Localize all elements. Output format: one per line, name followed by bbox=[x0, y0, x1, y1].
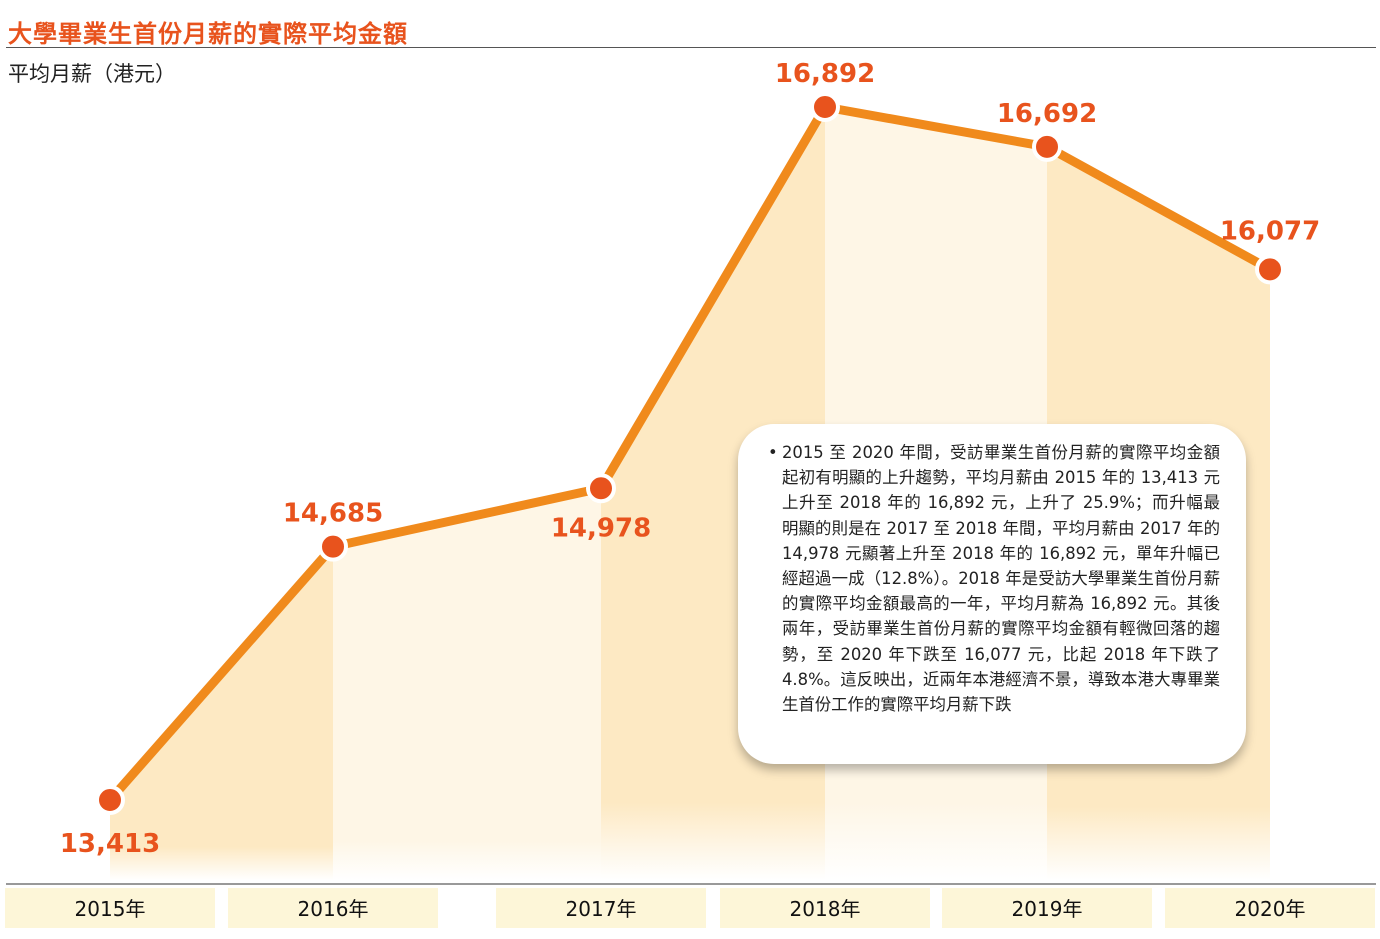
summary-callout: 2015 至 2020 年間，受訪畢業生首份月薪的實際平均金額起初有明顯的上升趨… bbox=[738, 424, 1246, 764]
category-bands bbox=[5, 888, 1375, 928]
chart-title: 大學畢業生首份月薪的實際平均金額 bbox=[8, 20, 408, 48]
value-label-2016年: 14,685 bbox=[283, 499, 383, 529]
value-label-2018年: 16,892 bbox=[775, 59, 875, 89]
data-point-2018年 bbox=[810, 92, 840, 122]
area-band-1 bbox=[110, 546, 333, 880]
x-tick-label-4: 2018年 bbox=[790, 897, 861, 921]
category-band-5 bbox=[942, 888, 1152, 928]
data-point-2016年 bbox=[318, 531, 348, 562]
category-band-4 bbox=[720, 888, 930, 928]
x-tick-label-3: 2017年 bbox=[566, 897, 637, 921]
data-points bbox=[95, 92, 1285, 815]
value-label-2015年: 13,413 bbox=[60, 829, 160, 859]
x-tick-label-2: 2016年 bbox=[298, 897, 369, 921]
x-tick-label-1: 2015年 bbox=[75, 897, 146, 921]
summary-text: 2015 至 2020 年間，受訪畢業生首份月薪的實際平均金額起初有明顯的上升趨… bbox=[768, 440, 1220, 717]
value-labels: 13,413 14,685 14,978 16,892 16,692 16,077 bbox=[60, 59, 1320, 859]
y-axis-unit-label: 平均月薪（港元） bbox=[8, 62, 176, 86]
category-band-2 bbox=[228, 888, 438, 928]
series-line-path bbox=[105, 102, 1275, 805]
value-label-2020年: 16,077 bbox=[1220, 216, 1320, 246]
series-line bbox=[105, 102, 1275, 805]
category-band-1 bbox=[5, 888, 215, 928]
category-band-6 bbox=[1165, 888, 1375, 928]
x-tick-label-6: 2020年 bbox=[1235, 897, 1306, 921]
data-point-2017年 bbox=[586, 473, 616, 504]
data-point-2015年 bbox=[95, 785, 125, 815]
title-divider bbox=[6, 47, 1376, 48]
data-point-2020年 bbox=[1255, 254, 1285, 285]
area-band-2 bbox=[333, 488, 601, 880]
x-tick-label-5: 2019年 bbox=[1012, 897, 1083, 921]
data-point-2019年 bbox=[1032, 131, 1062, 162]
value-label-2019年: 16,692 bbox=[997, 99, 1097, 129]
x-tick-labels: 2015年 2016年 2017年 2018年 2019年 2020年 bbox=[75, 897, 1306, 921]
value-label-2017年: 14,978 bbox=[551, 513, 651, 543]
category-band-3 bbox=[496, 888, 706, 928]
